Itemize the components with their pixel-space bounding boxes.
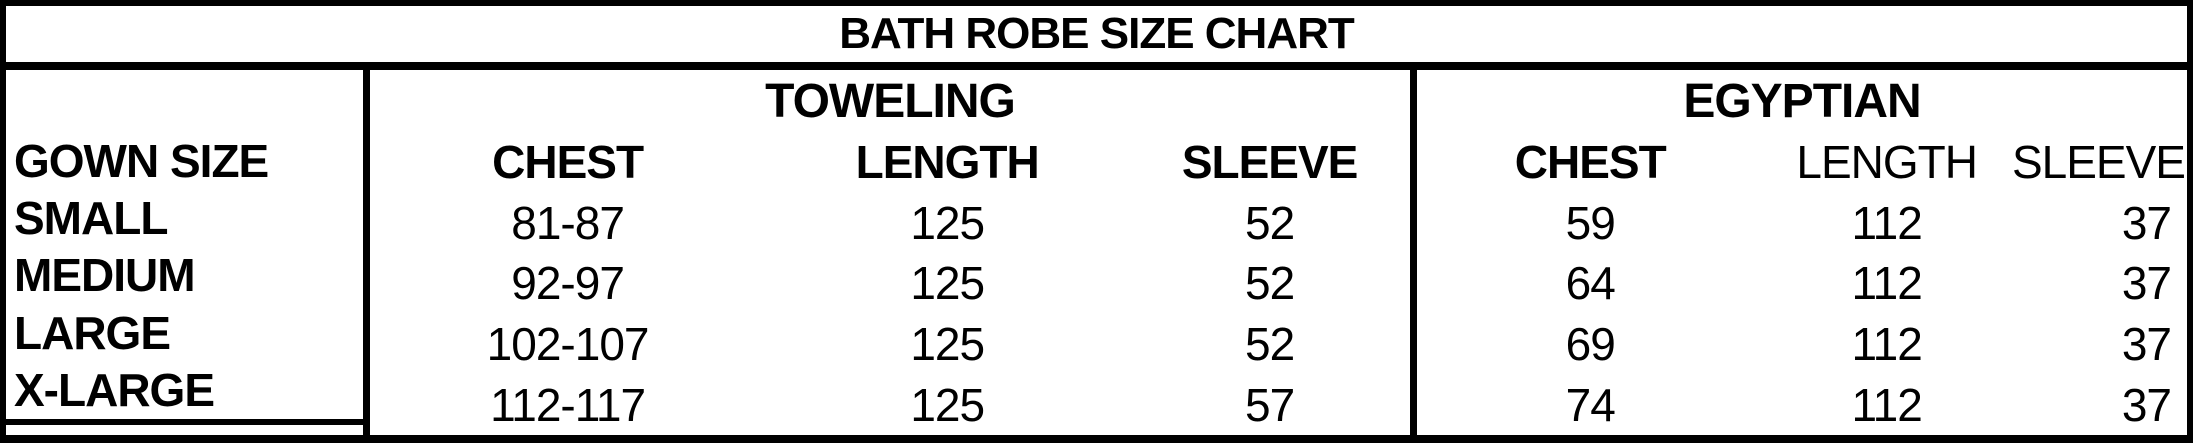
table-row: 69 112 37: [1417, 314, 2187, 375]
table-row: 81-87 125 52: [370, 193, 1410, 254]
toweling-group-header: TOWELING: [765, 74, 1016, 128]
toweling-sleeve-medium: 52: [1245, 257, 1295, 310]
gown-size-header: GOWN SIZE: [14, 134, 269, 187]
toweling-sleeve-large: 52: [1245, 318, 1295, 371]
toweling-length-header: LENGTH: [855, 136, 1040, 189]
egyptian-length-small: 112: [1851, 196, 1923, 249]
toweling-chest-medium: 92-97: [511, 257, 625, 310]
egyptian-chest-large: 69: [1565, 318, 1616, 371]
row-label-x-large: X-LARGE: [14, 364, 215, 417]
egyptian-sleeve-large: 37: [2121, 318, 2172, 371]
toweling-chest-x-large: 112-117: [490, 378, 646, 431]
table-row: 74 112 37: [1417, 374, 2187, 435]
egyptian-chest-medium: 64: [1565, 257, 1616, 310]
egyptian-sleeve-medium: 37: [2121, 257, 2172, 310]
toweling-length-small: 125: [910, 196, 985, 249]
toweling-chest-large: 102-107: [486, 318, 650, 371]
toweling-length-medium: 125: [910, 257, 985, 310]
toweling-section: TOWELING CHEST LENGTH SLEEVE 81-87 125 5…: [363, 70, 1417, 435]
table-row: 64 112 37: [1417, 253, 2187, 314]
row-label-large: LARGE: [14, 306, 171, 359]
egyptian-header-row: CHEST LENGTH SLEEVE: [1417, 132, 2187, 193]
gown-size-section: GOWN SIZE SMALL MEDIUM LARGE X-LARGE: [6, 70, 363, 425]
egyptian-length-x-large: 112: [1851, 378, 1923, 431]
egyptian-group-header: EGYPTIAN: [1683, 74, 1921, 128]
table-row: 112-117 125 57: [370, 374, 1410, 435]
egyptian-sleeve-x-large: 37: [2121, 378, 2172, 431]
spacer-cell: [6, 70, 363, 132]
row-label-medium: MEDIUM: [14, 249, 196, 302]
toweling-header-row: CHEST LENGTH SLEEVE: [370, 132, 1410, 193]
egyptian-chest-small: 59: [1565, 196, 1616, 249]
egyptian-sleeve-small: 37: [2121, 196, 2172, 249]
egyptian-chest-header: CHEST: [1514, 136, 1667, 189]
egyptian-chest-x-large: 74: [1565, 378, 1616, 431]
egyptian-section: EGYPTIAN CHEST LENGTH SLEEVE 59 112 37 6…: [1417, 70, 2187, 435]
table-row: 59 112 37: [1417, 193, 2187, 254]
egyptian-length-header: LENGTH: [1796, 136, 1978, 189]
toweling-chest-small: 81-87: [511, 196, 625, 249]
toweling-chest-header: CHEST: [492, 136, 644, 189]
chart-body: GOWN SIZE SMALL MEDIUM LARGE X-LARGE TOW…: [6, 70, 2187, 435]
toweling-length-x-large: 125: [910, 378, 985, 431]
egyptian-length-medium: 112: [1851, 257, 1923, 310]
egyptian-length-large: 112: [1851, 318, 1923, 371]
row-label-small: SMALL: [14, 192, 168, 245]
toweling-length-large: 125: [910, 318, 985, 371]
toweling-sleeve-x-large: 57: [1245, 378, 1295, 431]
egyptian-sleeve-header: SLEEVE: [2011, 136, 2186, 189]
chart-title: BATH ROBE SIZE CHART: [6, 6, 2187, 70]
toweling-sleeve-header: SLEEVE: [1181, 136, 1359, 189]
toweling-sleeve-small: 52: [1245, 196, 1295, 249]
table-row: 92-97 125 52: [370, 253, 1410, 314]
table-row: 102-107 125 52: [370, 314, 1410, 375]
